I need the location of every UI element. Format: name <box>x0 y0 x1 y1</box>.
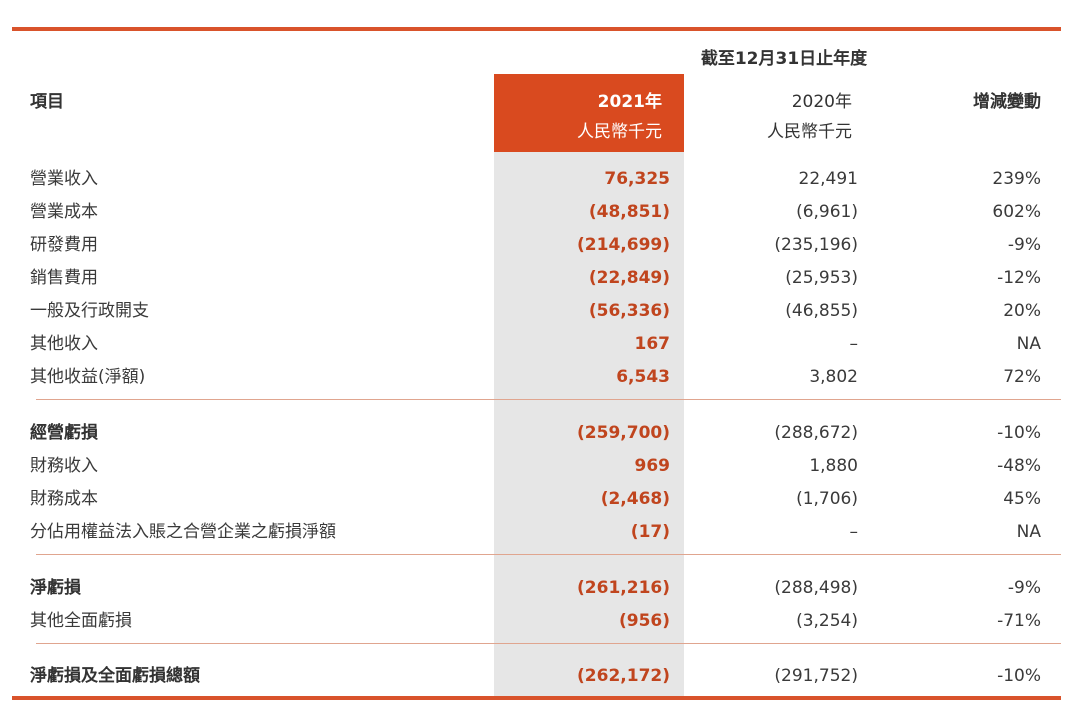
value-2020: (288,498) <box>774 578 858 598</box>
value-2020: (291,752) <box>774 666 858 686</box>
value-2021: (22,849) <box>588 268 670 288</box>
value-2020: (3,254) <box>796 611 858 631</box>
top-rule <box>12 27 1061 31</box>
value-2020: – <box>849 334 859 354</box>
table-row: 其他全面虧損 (956) (3,254) -71% <box>0 606 1080 636</box>
row-label: 財務成本 <box>30 489 98 509</box>
row-label: 分佔用權益法入賬之合營企業之虧損淨額 <box>30 522 336 542</box>
value-2020: 1,880 <box>809 456 858 476</box>
table-row: 淨虧損及全面虧損總額 (262,172) (291,752) -10% <box>0 661 1080 691</box>
table-row: 經營虧損 (259,700) (288,672) -10% <box>0 418 1080 448</box>
bottom-rule <box>12 696 1061 700</box>
col-2020-year: 2020年 <box>791 92 852 112</box>
col-2020-unit: 人民幣千元 <box>767 122 852 142</box>
value-2021: 76,325 <box>604 169 670 189</box>
change-column-header: 增減變動 <box>973 92 1041 112</box>
table-row: 其他收入 167 – NA <box>0 329 1080 359</box>
value-2021: 969 <box>634 456 671 476</box>
row-label: 其他全面虧損 <box>30 611 132 631</box>
value-2020: (1,706) <box>796 489 858 509</box>
change-value: 20% <box>1003 301 1041 321</box>
row-label: 經營虧損 <box>30 423 98 443</box>
column-2021-header-block <box>494 74 684 152</box>
change-value: NA <box>1016 334 1041 354</box>
table-row: 一般及行政開支 (56,336) (46,855) 20% <box>0 296 1080 326</box>
value-2021: 167 <box>634 334 671 354</box>
change-value: NA <box>1016 522 1041 542</box>
change-value: 45% <box>1003 489 1041 509</box>
section-divider <box>36 643 1061 644</box>
table-row: 研發費用 (214,699) (235,196) -9% <box>0 230 1080 260</box>
row-label: 淨虧損及全面虧損總額 <box>30 666 200 686</box>
col-2021-unit: 人民幣千元 <box>577 122 662 142</box>
change-value: -71% <box>997 611 1041 631</box>
value-2021: (2,468) <box>600 489 670 509</box>
item-column-header: 項目 <box>30 92 64 112</box>
change-value: -48% <box>997 456 1041 476</box>
change-value: -10% <box>997 666 1041 686</box>
change-value: 239% <box>992 169 1041 189</box>
row-label: 營業成本 <box>30 202 98 222</box>
row-label: 營業收入 <box>30 169 98 189</box>
value-2021: (956) <box>618 611 670 631</box>
value-2021: (214,699) <box>577 235 670 255</box>
value-2020: – <box>849 522 859 542</box>
change-value: -10% <box>997 423 1041 443</box>
row-label: 財務收入 <box>30 456 98 476</box>
value-2021: (48,851) <box>588 202 670 222</box>
value-2020: 3,802 <box>809 367 858 387</box>
value-2020: (46,855) <box>785 301 858 321</box>
change-value: -9% <box>1007 578 1041 598</box>
value-2021: (259,700) <box>577 423 670 443</box>
row-label: 淨虧損 <box>30 578 81 598</box>
period-heading: 截至12月31日止年度 <box>700 49 868 69</box>
value-2021: (262,172) <box>577 666 670 686</box>
value-2020: (25,953) <box>785 268 858 288</box>
value-2021: 6,543 <box>616 367 670 387</box>
row-label: 研發費用 <box>30 235 98 255</box>
table-row: 淨虧損 (261,216) (288,498) -9% <box>0 573 1080 603</box>
value-2020: 22,491 <box>798 169 858 189</box>
column-2021-shade <box>494 152 684 696</box>
table-row: 營業成本 (48,851) (6,961) 602% <box>0 197 1080 227</box>
table-row: 分佔用權益法入賬之合營企業之虧損淨額 (17) – NA <box>0 517 1080 547</box>
change-value: 72% <box>1003 367 1041 387</box>
value-2020: (6,961) <box>796 202 858 222</box>
change-value: -9% <box>1007 235 1041 255</box>
row-label: 其他收益(淨額) <box>30 367 146 387</box>
table-row: 其他收益(淨額) 6,543 3,802 72% <box>0 362 1080 392</box>
change-value: 602% <box>992 202 1041 222</box>
section-divider <box>36 554 1061 555</box>
value-2021: (261,216) <box>577 578 670 598</box>
row-label: 一般及行政開支 <box>30 301 149 321</box>
table-row: 營業收入 76,325 22,491 239% <box>0 164 1080 194</box>
change-value: -12% <box>997 268 1041 288</box>
table-row: 銷售費用 (22,849) (25,953) -12% <box>0 263 1080 293</box>
table-row: 財務成本 (2,468) (1,706) 45% <box>0 484 1080 514</box>
table-row: 財務收入 969 1,880 -48% <box>0 451 1080 481</box>
value-2020: (288,672) <box>774 423 858 443</box>
value-2020: (235,196) <box>774 235 858 255</box>
value-2021: (17) <box>630 522 670 542</box>
value-2021: (56,336) <box>588 301 670 321</box>
row-label: 其他收入 <box>30 334 98 354</box>
row-label: 銷售費用 <box>30 268 98 288</box>
section-divider <box>36 399 1061 400</box>
col-2021-year: 2021年 <box>597 92 662 112</box>
